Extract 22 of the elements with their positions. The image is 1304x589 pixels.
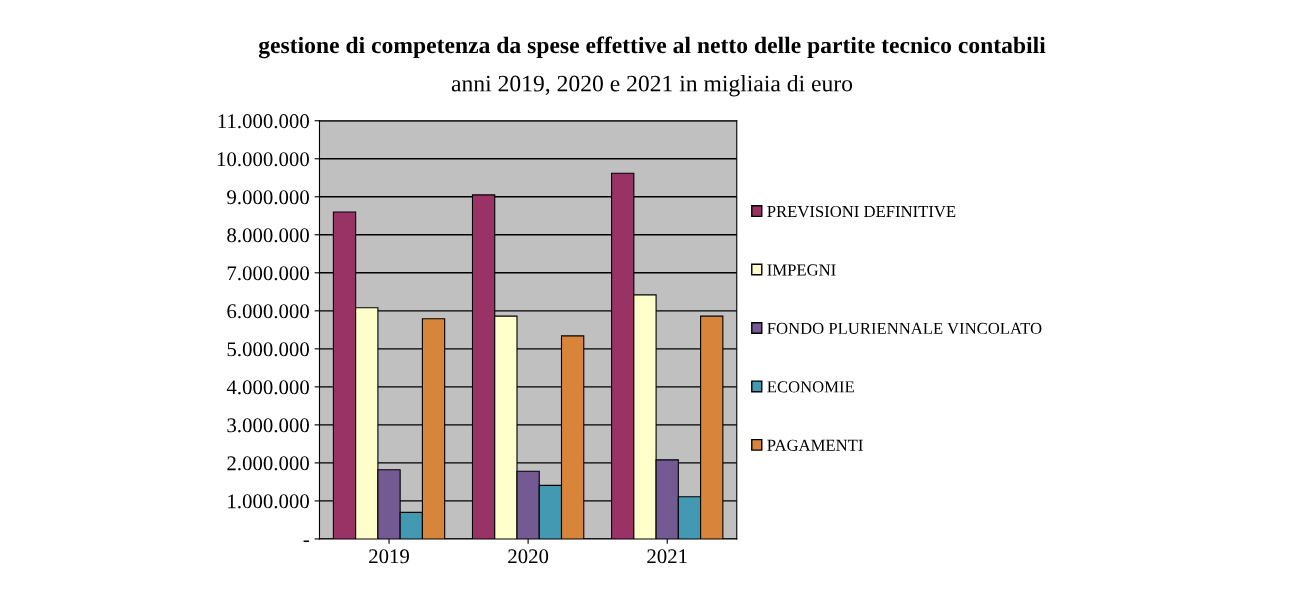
x-tick-label: 2020 xyxy=(508,549,549,564)
legend-label: ECONOMIE xyxy=(767,381,854,393)
y-tick-label: 10.000.000 xyxy=(217,152,309,167)
x-tick-label: 2021 xyxy=(647,549,687,564)
legend-label: PAGAMENTI xyxy=(767,439,863,451)
legend-label: IMPEGNI xyxy=(767,264,836,276)
legend-label: PREVISIONI DEFINITIVE xyxy=(767,205,956,218)
y-tick-label: 11.000.000 xyxy=(218,114,309,129)
y-tick-label: - xyxy=(303,540,310,543)
y-tick-label: 7.000.000 xyxy=(227,266,309,281)
chart-title: gestione di competenza da spese effettive al netto delle partite tecnico contabili xyxy=(258,36,1046,59)
y-tick-label: 8.000.000 xyxy=(227,228,309,243)
y-tick-label: 3.000.000 xyxy=(227,418,309,433)
x-tick-label: 2019 xyxy=(369,549,410,564)
y-tick-label: 4.000.000 xyxy=(226,380,309,395)
y-tick-label: 1.000.000 xyxy=(228,494,309,509)
chart-subtitle: anni 2019, 2020 e 2021 in migliaia di euro xyxy=(451,74,853,97)
legend-label: FONDO PLURIENNALE VINCOLATO xyxy=(767,322,1042,335)
y-tick-label: 2.000.000 xyxy=(227,456,309,471)
y-tick-label: 9.000.000 xyxy=(227,190,309,205)
y-tick-label: 5.000.000 xyxy=(227,342,309,357)
y-tick-label: 6.000.000 xyxy=(227,304,309,319)
